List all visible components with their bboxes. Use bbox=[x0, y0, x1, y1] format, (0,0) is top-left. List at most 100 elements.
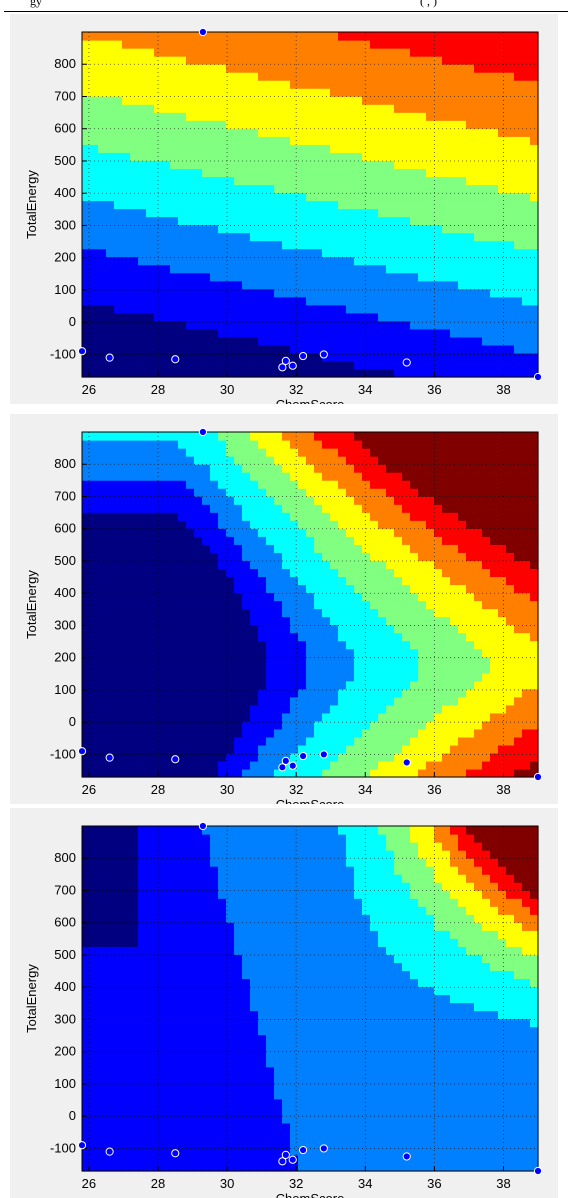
data-point bbox=[533, 772, 543, 782]
data-point bbox=[171, 755, 180, 764]
x-tick-label: 38 bbox=[496, 1176, 510, 1191]
x-tick-label: 26 bbox=[82, 382, 96, 397]
data-point bbox=[319, 350, 328, 359]
y-tick-label: 200 bbox=[54, 1044, 76, 1059]
y-tick-label: 300 bbox=[54, 1011, 76, 1026]
contour-plot-2-svg: 26 28 30 32 34 36 38 -100 0 100 200 300 400 500 600 700… bbox=[24, 427, 543, 804]
y-tick-label: 200 bbox=[54, 250, 76, 265]
header-left-text: gy bbox=[30, 0, 42, 8]
y-tick-label: 800 bbox=[54, 56, 76, 71]
y-tick-label: 800 bbox=[54, 850, 76, 865]
y-tick-label: 100 bbox=[54, 282, 76, 297]
x-tick-label: 36 bbox=[427, 1176, 441, 1191]
data-point bbox=[298, 351, 308, 361]
data-point bbox=[278, 763, 287, 772]
data-point bbox=[278, 363, 287, 372]
x-tick-label: 26 bbox=[82, 1176, 96, 1191]
contour-plot-1: 26 28 30 32 34 36 38 -100 0 100 200 300 400 500 600 700… bbox=[10, 14, 558, 404]
y-tick-label: 200 bbox=[54, 650, 76, 665]
x-tick-label: 28 bbox=[151, 1176, 165, 1191]
y-tick-label: -100 bbox=[50, 746, 76, 761]
data-point bbox=[533, 1166, 543, 1176]
plot-frame bbox=[81, 431, 539, 778]
data-point bbox=[288, 761, 297, 770]
y-tick-label: 0 bbox=[69, 1108, 76, 1123]
data-point bbox=[288, 1155, 297, 1164]
page-header-strip: gy ( , ) bbox=[0, 0, 572, 13]
y-tick-label: 800 bbox=[54, 456, 76, 471]
data-point bbox=[77, 1141, 87, 1150]
y-axis-label: TotalEnergy bbox=[24, 964, 39, 1033]
contour-plot-3: 26 28 30 32 34 36 38 -100 0 100 200 300 400 500 600 700… bbox=[10, 808, 558, 1198]
x-tick-label: 34 bbox=[358, 1176, 372, 1191]
x-tick-label: 34 bbox=[358, 782, 372, 797]
x-tick-label: 32 bbox=[289, 382, 303, 397]
data-points bbox=[77, 821, 543, 1176]
contour-plot-2: 26 28 30 32 34 36 38 -100 0 100 200 300 400 500 600 700… bbox=[10, 414, 558, 804]
y-tick-label: 600 bbox=[54, 915, 76, 930]
data-point bbox=[77, 347, 87, 356]
x-axis-label: ChemScore bbox=[276, 797, 345, 804]
data-point bbox=[402, 358, 411, 367]
data-points bbox=[77, 427, 543, 782]
y-tick-label: 700 bbox=[54, 882, 76, 897]
data-point bbox=[171, 1149, 180, 1158]
y-tick-label: 300 bbox=[54, 617, 76, 632]
contour-surface bbox=[82, 32, 539, 378]
x-tick-label: 30 bbox=[220, 1176, 234, 1191]
data-point bbox=[402, 1152, 411, 1161]
x-tick-label: 32 bbox=[289, 782, 303, 797]
contour-plot-1-svg: 26 28 30 32 34 36 38 -100 0 100 200 300 400 500 600 700… bbox=[24, 27, 543, 404]
data-point bbox=[288, 361, 297, 370]
x-tick-label: 36 bbox=[427, 382, 441, 397]
y-tick-label: 400 bbox=[54, 585, 76, 600]
y-tick-label: 700 bbox=[54, 488, 76, 503]
x-tick-label: 32 bbox=[289, 1176, 303, 1191]
data-point bbox=[278, 1157, 287, 1166]
plot-frame bbox=[81, 31, 539, 378]
y-tick-label: -100 bbox=[50, 346, 76, 361]
y-axis-label: TotalEnergy bbox=[24, 570, 39, 639]
data-point bbox=[105, 1147, 114, 1156]
y-tick-label: 700 bbox=[54, 88, 76, 103]
data-point bbox=[319, 750, 328, 759]
y-tick-label: 0 bbox=[69, 314, 76, 329]
plot-grid bbox=[82, 432, 538, 777]
y-tick-label: 400 bbox=[54, 979, 76, 994]
y-tick-label: 600 bbox=[54, 121, 76, 136]
x-tick-label: 28 bbox=[151, 382, 165, 397]
data-point bbox=[319, 1144, 328, 1153]
y-tick-label: 100 bbox=[54, 1076, 76, 1091]
plot-grid bbox=[82, 32, 538, 377]
data-point bbox=[281, 1150, 290, 1159]
plot-frame bbox=[81, 825, 539, 1172]
x-tick-label: 38 bbox=[496, 782, 510, 797]
contour-surface bbox=[82, 826, 539, 1172]
x-tick-label: 36 bbox=[427, 782, 441, 797]
x-tick-label: 26 bbox=[82, 782, 96, 797]
data-point bbox=[533, 372, 543, 382]
x-tick-label: 28 bbox=[151, 782, 165, 797]
data-point bbox=[281, 756, 290, 765]
data-point bbox=[402, 758, 411, 767]
y-tick-label: 300 bbox=[54, 217, 76, 232]
data-point bbox=[77, 747, 87, 756]
data-point bbox=[298, 1145, 308, 1155]
x-tick-label: 38 bbox=[496, 382, 510, 397]
data-point bbox=[281, 356, 290, 365]
y-tick-label: -100 bbox=[50, 1140, 76, 1155]
x-tick-label: 30 bbox=[220, 782, 234, 797]
y-tick-label: 600 bbox=[54, 521, 76, 536]
data-point bbox=[105, 353, 114, 362]
data-point bbox=[171, 355, 180, 364]
y-tick-label: 100 bbox=[54, 682, 76, 697]
data-point bbox=[198, 821, 208, 831]
y-tick-label: 500 bbox=[54, 947, 76, 962]
data-point bbox=[198, 27, 208, 37]
x-tick-label: 34 bbox=[358, 382, 372, 397]
data-point bbox=[298, 751, 308, 761]
y-tick-label: 500 bbox=[54, 153, 76, 168]
contour-plot-3-svg: 26 28 30 32 34 36 38 -100 0 100 200 300 400 500 600 700… bbox=[24, 821, 543, 1198]
y-tick-label: 0 bbox=[69, 714, 76, 729]
plot-grid bbox=[82, 826, 538, 1171]
